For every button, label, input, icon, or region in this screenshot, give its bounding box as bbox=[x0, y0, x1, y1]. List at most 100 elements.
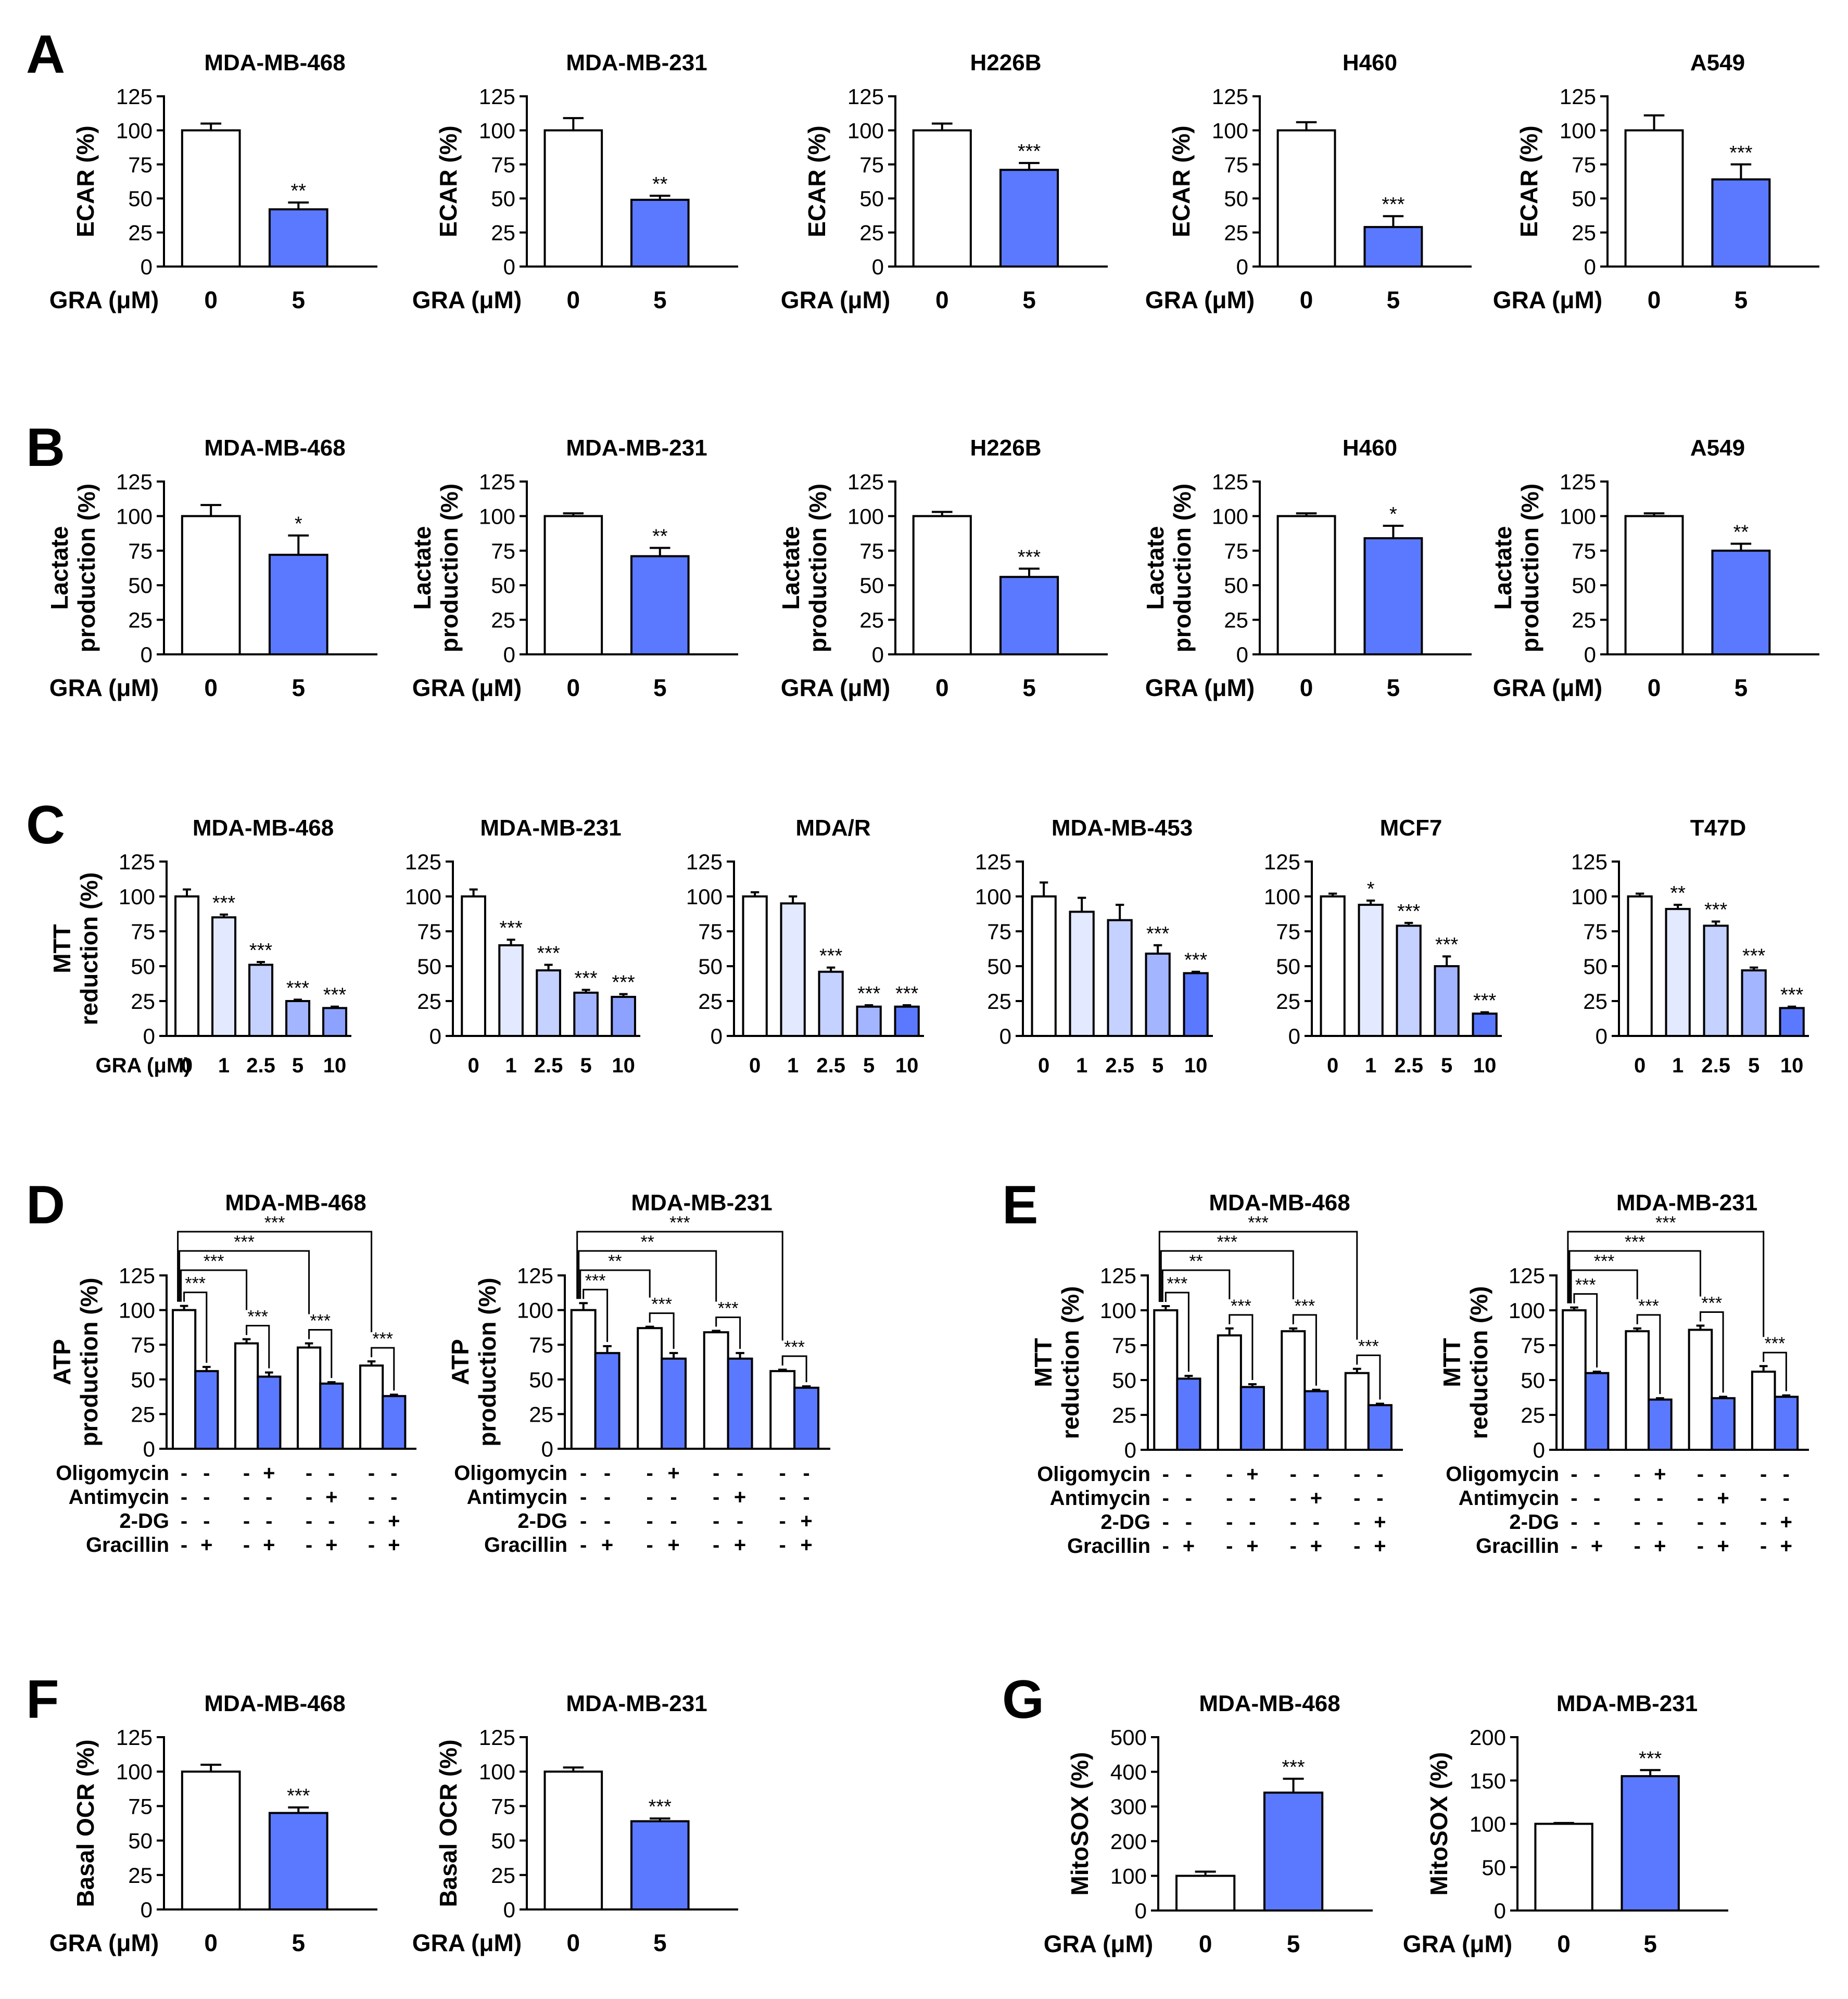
chart-title: H460 bbox=[1343, 50, 1397, 75]
treatment-symbol: - bbox=[265, 1510, 272, 1533]
treatment-symbol: - bbox=[181, 1534, 187, 1557]
chart-4-1: MDA-MB-231 0 25 50 75 100 125 MTT reduction (%) *… bbox=[1438, 1190, 1809, 1558]
panel-letter: B bbox=[26, 417, 65, 478]
significance-label: ** bbox=[1670, 882, 1686, 904]
treatment-symbol: + bbox=[1780, 1535, 1792, 1558]
significance-label: *** bbox=[1473, 990, 1497, 1011]
y-tick-label: 200 bbox=[1110, 1829, 1147, 1854]
panel-letter: F bbox=[26, 1669, 59, 1730]
treatment-symbol: - bbox=[713, 1534, 719, 1557]
bar bbox=[1239, 1386, 1265, 1451]
treatment-symbol: - bbox=[713, 1510, 719, 1533]
treatment-label: Oligomycin bbox=[56, 1462, 169, 1485]
within-significance: *** bbox=[1638, 1296, 1659, 1316]
y-axis-label: Lactate bbox=[777, 526, 804, 610]
treatment-symbol: - bbox=[1656, 1511, 1663, 1534]
bar bbox=[570, 1309, 597, 1450]
chart-title: MDA-MB-231 bbox=[1616, 1190, 1757, 1216]
within-significance: *** bbox=[185, 1274, 206, 1294]
y-tick-label: 125 bbox=[116, 470, 153, 494]
y-tick-label: 50 bbox=[491, 573, 515, 598]
y-tick-label: 125 bbox=[686, 850, 723, 874]
chart-0-0: MDA-MB-468 0 25 50 75 100 125 ECAR (%) ** 0 5 GRA (… bbox=[49, 50, 377, 313]
y-tick-label: 0 bbox=[1236, 255, 1248, 279]
y-tick-label: 0 bbox=[143, 1024, 155, 1048]
panel-letter: C bbox=[26, 795, 65, 855]
bar bbox=[780, 902, 806, 1038]
within-significance: *** bbox=[1167, 1274, 1187, 1294]
y-tick-label: 25 bbox=[491, 1863, 515, 1888]
chart-title: MDA-MB-231 bbox=[1556, 1691, 1698, 1716]
within-significance: *** bbox=[1231, 1296, 1251, 1316]
x-tick-label: 0 bbox=[935, 286, 949, 313]
y-tick-label: 0 bbox=[503, 1897, 515, 1922]
significance-label: *** bbox=[1018, 141, 1041, 162]
chart-3-0: MDA-MB-468 0 25 50 75 100 125 ATP production (%)… bbox=[48, 1190, 416, 1557]
treatment-symbol: + bbox=[734, 1486, 746, 1509]
chart-title: MDA-MB-231 bbox=[566, 50, 707, 75]
treatment-symbol: + bbox=[388, 1510, 400, 1533]
bar bbox=[999, 169, 1059, 268]
within-bracket bbox=[781, 1355, 807, 1383]
y-tick-label: 25 bbox=[1583, 989, 1607, 1014]
x-tick-label: 5 bbox=[1387, 674, 1400, 701]
y-tick-label: 50 bbox=[1224, 186, 1248, 211]
x-axis-label: GRA (μM) bbox=[96, 1054, 191, 1077]
treatment-symbol: + bbox=[1310, 1535, 1322, 1558]
bar bbox=[194, 1370, 219, 1450]
treatment-symbol: - bbox=[1571, 1487, 1577, 1510]
y-tick-label: 0 bbox=[711, 1024, 723, 1048]
x-axis-label: GRA (μM) bbox=[1403, 1930, 1512, 1957]
bar bbox=[285, 1000, 311, 1037]
bar bbox=[234, 1342, 259, 1450]
treatment-symbol: - bbox=[737, 1462, 743, 1485]
y-tick-label: 125 bbox=[119, 1263, 155, 1288]
y-axis-label: Lactate bbox=[409, 526, 436, 610]
y-tick-label: 25 bbox=[698, 989, 723, 1014]
y-tick-label: 50 bbox=[1572, 573, 1596, 598]
x-axis-label: GRA (μM) bbox=[1493, 286, 1602, 313]
y-tick-label: 50 bbox=[1583, 954, 1607, 979]
y-tick-label: 125 bbox=[479, 1725, 515, 1750]
x-axis-label: GRA (μM) bbox=[49, 286, 159, 313]
chart-2-2: MDA/R 0 25 50 75 100 125 *** *** *** 0 1 2.5 5 10 bbox=[686, 815, 924, 1077]
treatment-symbol: + bbox=[388, 1534, 400, 1557]
bar bbox=[912, 515, 972, 656]
y-tick-label: 25 bbox=[1572, 221, 1596, 245]
y-tick-label: 50 bbox=[1521, 1368, 1545, 1393]
x-tick-label: 0 bbox=[204, 286, 218, 313]
y-tick-label: 0 bbox=[1596, 1024, 1607, 1048]
bar bbox=[1344, 1372, 1370, 1451]
y-tick-label: 125 bbox=[1571, 850, 1607, 874]
treatment-symbol: - bbox=[779, 1510, 786, 1533]
bar bbox=[1069, 910, 1095, 1037]
x-tick-label: 0 bbox=[181, 1054, 193, 1077]
bar bbox=[1217, 1334, 1242, 1451]
treatment-symbol: - bbox=[1634, 1463, 1641, 1486]
significance-label: *** bbox=[1018, 546, 1041, 568]
y-tick-label: 400 bbox=[1110, 1760, 1147, 1785]
treatment-label: 2-DG bbox=[1100, 1511, 1150, 1534]
treatment-label: Antimycin bbox=[1459, 1487, 1559, 1510]
y-axis-label: production (%) bbox=[73, 484, 100, 653]
treatment-symbol: + bbox=[325, 1534, 337, 1557]
y-axis-label: production (%) bbox=[1516, 484, 1543, 653]
treatment-label: 2-DG bbox=[119, 1510, 169, 1533]
x-axis-label: GRA (μM) bbox=[49, 1929, 159, 1956]
chart-title: MDA-MB-468 bbox=[225, 1190, 366, 1216]
y-tick-label: 100 bbox=[1560, 118, 1596, 143]
treatment-symbol: - bbox=[203, 1510, 210, 1533]
y-tick-label: 100 bbox=[1509, 1298, 1545, 1323]
y-tick-label: 50 bbox=[859, 186, 884, 211]
between-bracket bbox=[578, 1250, 717, 1302]
within-bracket bbox=[308, 1329, 333, 1378]
chart-0-3: H460 0 25 50 75 100 125 ECAR (%) *** 0 5 GRA (μM) bbox=[1145, 50, 1472, 313]
significance-label: * bbox=[1389, 503, 1397, 525]
treatment-symbol: - bbox=[670, 1486, 677, 1509]
bar bbox=[611, 995, 636, 1037]
y-tick-label: 0 bbox=[1584, 642, 1596, 667]
x-tick-label: 1 bbox=[1076, 1054, 1087, 1077]
chart-3-1: MDA-MB-231 0 25 50 75 100 125 ATP production (%)… bbox=[447, 1190, 830, 1557]
treatment-symbol: - bbox=[1593, 1487, 1600, 1510]
treatment-symbol: - bbox=[243, 1462, 250, 1485]
